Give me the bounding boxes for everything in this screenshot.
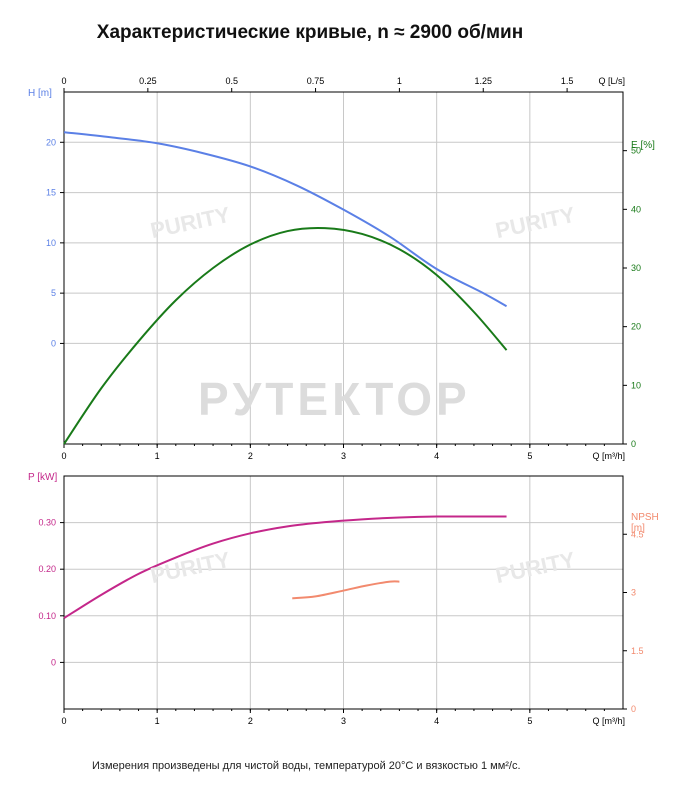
y-right-axis-label: E [%] (631, 140, 655, 151)
power-curve (63, 515, 507, 619)
x-top-tick-label: 0 (61, 76, 66, 86)
x-top-tick-label: 1 (397, 76, 402, 86)
x-tick-label: 5 (527, 716, 532, 726)
y-right-axis-label: NPSH (631, 512, 659, 523)
y-right-tick-label: 40 (631, 204, 641, 214)
x-tick-label: 2 (248, 716, 253, 726)
y-right-axis-label: [m] (631, 523, 645, 534)
x-tick-label: 4 (434, 451, 439, 461)
y-left-tick-label: 20 (46, 137, 56, 147)
y-right-tick-label: 50 (631, 146, 641, 156)
head-curve (63, 131, 508, 308)
x-top-tick-label: 0.75 (307, 76, 325, 86)
y-left-tick-label: 15 (46, 188, 56, 198)
page-title: Характеристические кривые, n ≈ 2900 об/м… (96, 22, 524, 43)
y-left-tick-label: 10 (46, 238, 56, 248)
y-right-tick-label: 20 (631, 322, 641, 332)
y-right-tick-label: 30 (631, 263, 641, 273)
x-axis-label: Q [m³/h] (592, 451, 625, 461)
y-right-tick-label: 0 (631, 704, 636, 714)
y-right-tick-label: 10 (631, 380, 641, 390)
y-left-tick-label: 0 (51, 338, 56, 348)
x-tick-label: 4 (434, 716, 439, 726)
x-tick-label: 1 (155, 716, 160, 726)
y-left-tick-label: 0.20 (38, 564, 56, 574)
x-top-tick-label: 1.25 (474, 76, 492, 86)
x-tick-label: 5 (527, 451, 532, 461)
x-axis-label: Q [m³/h] (592, 716, 625, 726)
y-right-tick-label: 1.5 (631, 646, 644, 656)
x-tick-label: 3 (341, 451, 346, 461)
x-tick-label: 2 (248, 451, 253, 461)
efficiency-curve (63, 226, 508, 445)
y-right-tick-label: 0 (631, 439, 636, 449)
x-tick-label: 3 (341, 716, 346, 726)
footnote: Измерения произведены для чистой воды, т… (92, 760, 521, 772)
y-left-axis-label: P [kW] (28, 472, 57, 483)
y-left-tick-label: 0.10 (38, 611, 56, 621)
x-top-tick-label: 0.5 (225, 76, 238, 86)
x-tick-label: 0 (61, 716, 66, 726)
y-left-tick-label: 0 (51, 657, 56, 667)
y-right-tick-label: 3 (631, 588, 636, 598)
x-top-tick-label: 0.25 (139, 76, 157, 86)
npsh-curve (292, 580, 400, 600)
x-tick-label: 1 (155, 451, 160, 461)
x-top-tick-label: 1.5 (561, 76, 574, 86)
y-left-tick-label: 5 (51, 288, 56, 298)
y-left-tick-label: 0.30 (38, 518, 56, 528)
x-top-axis-label: Q [L/s] (598, 76, 625, 86)
y-right-tick-label: 4.5 (631, 529, 644, 539)
y-left-axis-label: H [m] (28, 88, 52, 99)
x-tick-label: 0 (61, 451, 66, 461)
